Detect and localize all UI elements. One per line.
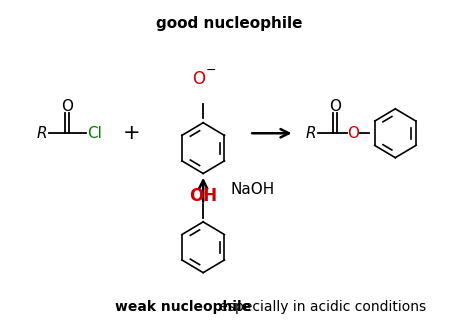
Text: −: − xyxy=(206,64,216,77)
Text: good nucleophile: good nucleophile xyxy=(156,16,302,31)
Text: O: O xyxy=(192,70,205,88)
Text: NaOH: NaOH xyxy=(230,182,274,197)
Text: R: R xyxy=(305,126,316,141)
Text: O: O xyxy=(61,99,73,114)
Text: OH: OH xyxy=(189,187,217,205)
Text: weak nucleophile: weak nucleophile xyxy=(115,300,251,314)
Text: R: R xyxy=(36,126,47,141)
Text: +: + xyxy=(122,123,140,143)
Text: Cl: Cl xyxy=(87,126,102,141)
Text: O: O xyxy=(329,99,341,114)
Text: O: O xyxy=(347,126,359,141)
Text: especially in acidic conditions: especially in acidic conditions xyxy=(215,300,426,314)
